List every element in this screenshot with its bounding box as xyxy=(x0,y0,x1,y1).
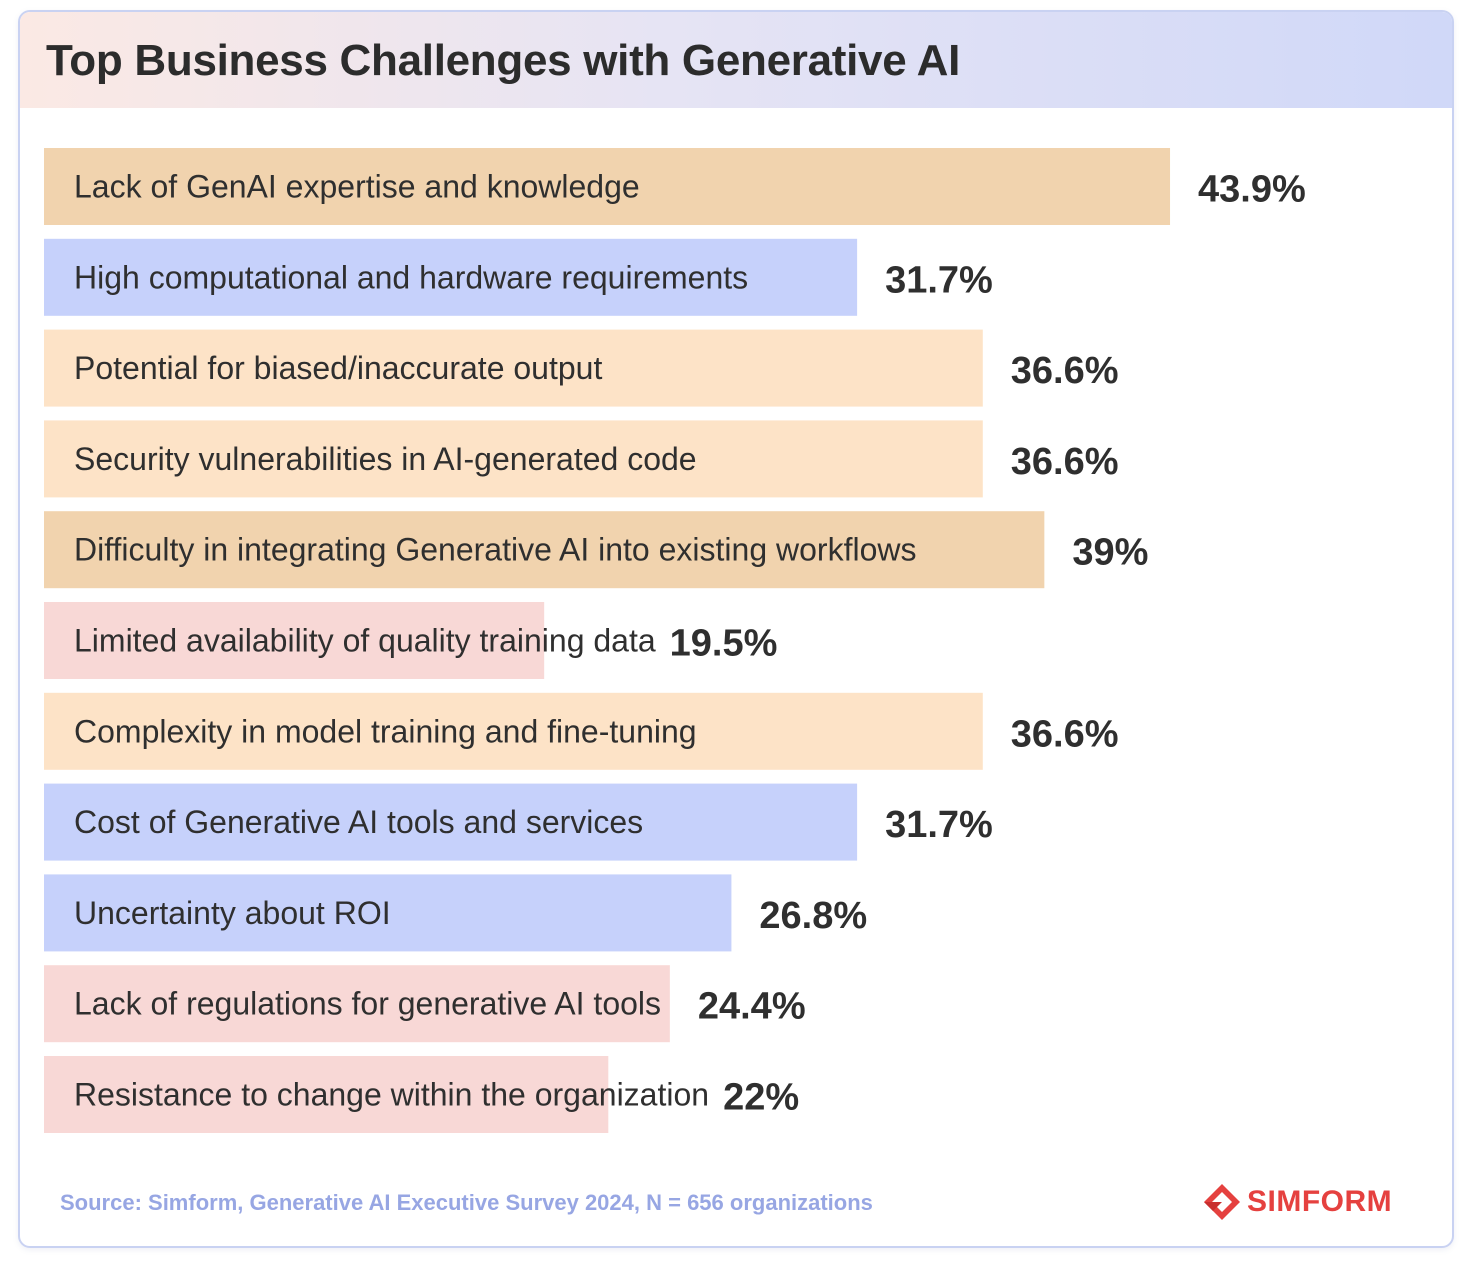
simform-logo: SIMFORM xyxy=(1203,1182,1392,1222)
bar-1 xyxy=(44,148,1171,225)
value-label-10: 24.4% xyxy=(698,986,806,1028)
bar-9 xyxy=(44,874,732,952)
value-label-9: 26.8% xyxy=(759,895,867,937)
bar-label-1: Lack of GenAI expertise and knowledge xyxy=(74,169,640,205)
bar-label-5: Difficulty in integrating Generative AI … xyxy=(74,532,916,568)
bar-2 xyxy=(44,238,858,316)
bar-label-10: Lack of regulations for generative AI to… xyxy=(74,986,661,1022)
bar-chart: Lack of GenAI expertise and knowledge 43.… xyxy=(44,148,1306,1133)
bar-label-3: Potential for biased/inaccurate output xyxy=(74,350,602,386)
value-label-3: 36.6% xyxy=(1011,350,1119,392)
value-label-2: 31.7% xyxy=(885,259,993,301)
bar-11 xyxy=(44,1056,609,1133)
header-banner: Top Business Challenges with Generative … xyxy=(20,12,1452,108)
bar-10 xyxy=(44,965,670,1043)
bar-3 xyxy=(44,329,983,407)
chart-card: Top Business Challenges with Generative … xyxy=(18,10,1454,1248)
bar-7 xyxy=(44,692,983,770)
bar-label-7: Complexity in model training and fine-tu… xyxy=(74,713,697,749)
bar-label-8: Cost of Generative AI tools and services xyxy=(74,804,643,840)
bar-label-4: Security vulnerabilities in AI-generated… xyxy=(74,441,697,477)
value-label-5: 39% xyxy=(1072,532,1148,574)
value-label-6: 19.5% xyxy=(670,623,778,665)
simform-logo-text: SIMFORM xyxy=(1247,1185,1393,1218)
value-label-1: 43.9% xyxy=(1198,169,1306,211)
bar-label-2: High computational and hardware requirem… xyxy=(74,259,748,295)
bar-5 xyxy=(44,511,1045,589)
value-label-11: 22% xyxy=(723,1077,799,1119)
bar-8 xyxy=(44,783,858,861)
chart-title: Top Business Challenges with Generative … xyxy=(46,36,961,85)
value-label-8: 31.7% xyxy=(885,804,993,846)
simform-logo-icon xyxy=(1204,1184,1240,1220)
bar-4 xyxy=(44,420,983,498)
bar-label-6: Limited availability of quality training… xyxy=(74,623,656,659)
bar-6 xyxy=(44,602,545,679)
value-label-4: 36.6% xyxy=(1011,441,1119,483)
source-note: Source: Simform, Generative AI Executive… xyxy=(60,1190,873,1215)
bar-label-9: Uncertainty about ROI xyxy=(74,895,391,931)
value-label-7: 36.6% xyxy=(1011,713,1119,755)
bar-label-11: Resistance to change within the organiza… xyxy=(74,1077,709,1113)
